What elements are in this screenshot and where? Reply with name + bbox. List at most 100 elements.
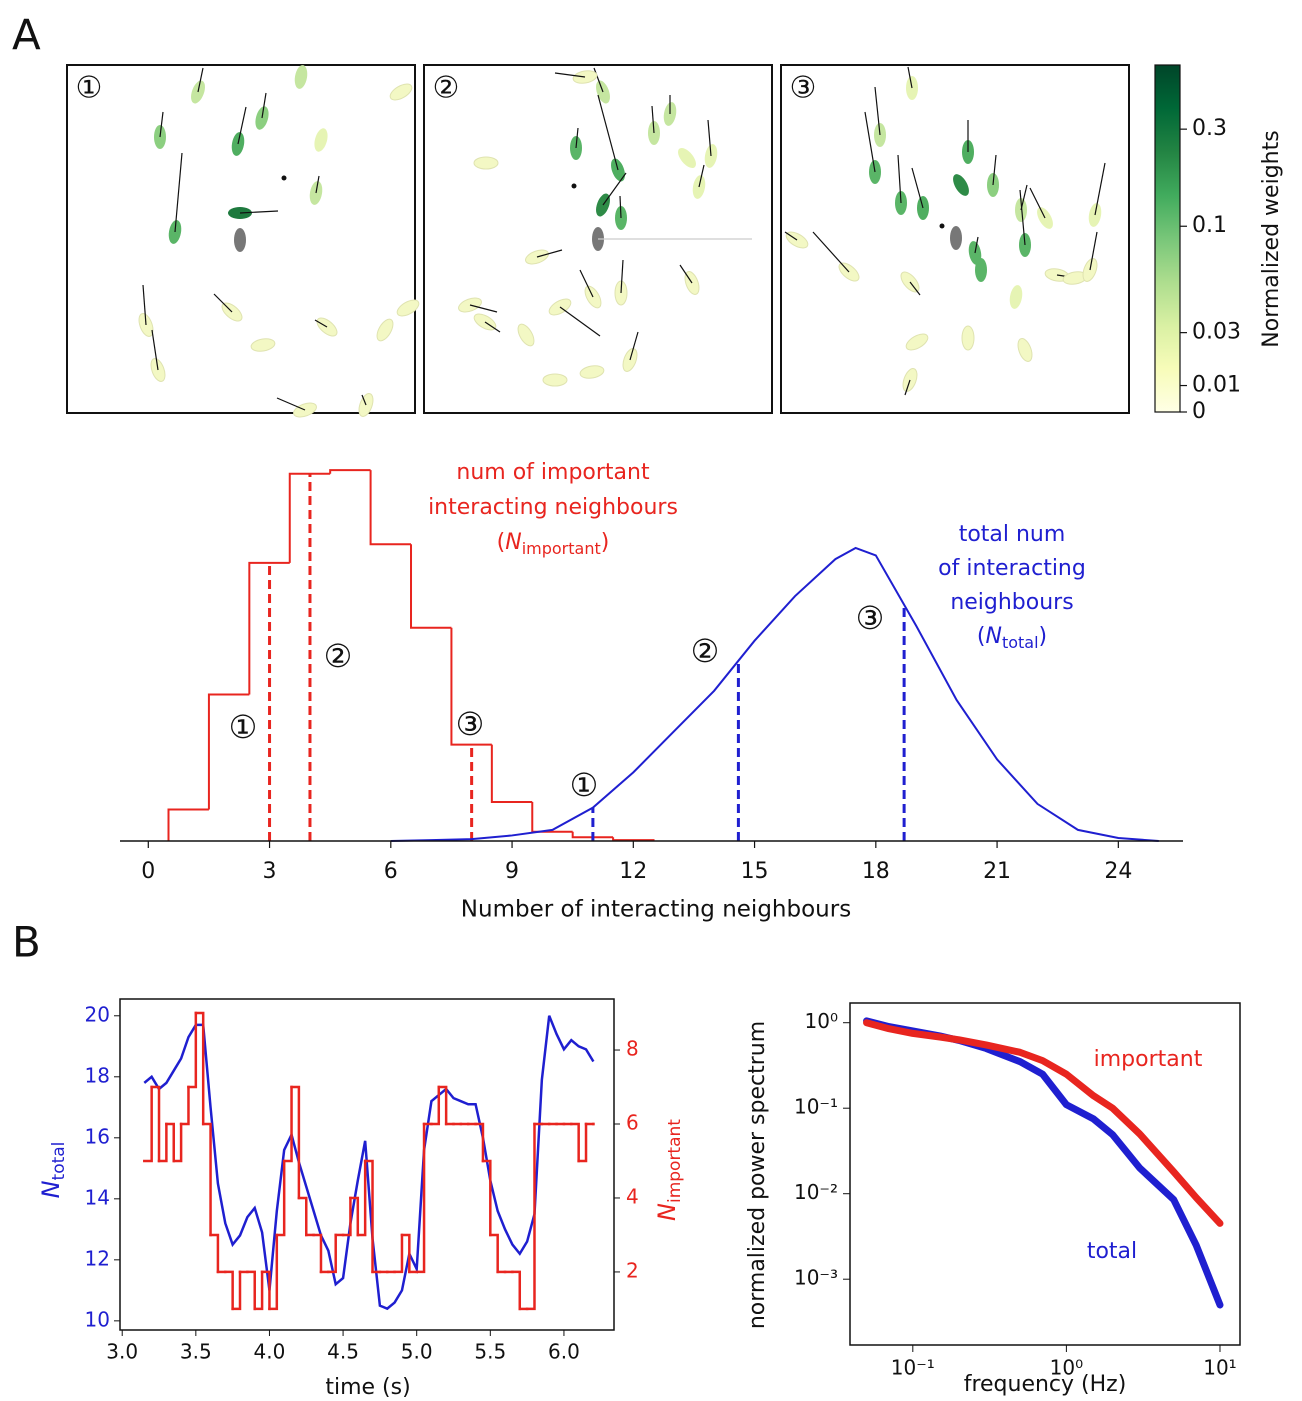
heading-line <box>213 293 233 313</box>
marker-label: ① <box>570 766 599 804</box>
hist-bin <box>410 544 452 629</box>
x-tick-label: 21 <box>983 859 1011 884</box>
step-segment <box>297 1196 308 1237</box>
step-segment <box>489 1233 499 1274</box>
hist-bin <box>207 693 250 810</box>
subscript: important <box>665 1119 685 1203</box>
focal-dot <box>939 223 945 229</box>
heading-line <box>812 231 850 273</box>
marker-label: ② <box>324 637 353 675</box>
heading-line <box>909 281 921 296</box>
hist-bin <box>571 831 614 839</box>
annotation-line: total num <box>959 522 1066 547</box>
heading-line <box>1089 231 1098 271</box>
x-tick-label: 5.0 <box>401 1340 433 1364</box>
fish <box>542 373 568 387</box>
heading-line <box>974 236 979 254</box>
y-tick-label: 20 <box>85 1002 110 1026</box>
hist-line <box>390 546 1159 842</box>
hist-bin <box>450 627 492 746</box>
x-tick-label: 4.0 <box>254 1340 286 1364</box>
hist-bin <box>490 744 533 804</box>
fish <box>579 365 605 379</box>
snapshot-label: ② <box>433 71 460 106</box>
hist-bin <box>531 802 573 833</box>
y-tick-label: 12 <box>85 1246 110 1270</box>
step-segment <box>327 1233 337 1274</box>
fish <box>1009 285 1023 309</box>
x-tick-label: 15 <box>741 859 769 884</box>
heading-line <box>261 92 267 119</box>
heading-line <box>554 72 586 78</box>
fish <box>905 333 929 351</box>
heading-line <box>597 94 619 171</box>
focal-dot <box>281 175 287 181</box>
x-tick-label: 3.5 <box>180 1340 212 1364</box>
x-tick-label: 6 <box>384 859 398 884</box>
heading-line <box>197 67 204 93</box>
x-tick-label: 24 <box>1104 859 1132 884</box>
colorbar-tick-label: 0.1 <box>1192 213 1227 238</box>
step-segment <box>143 1085 153 1163</box>
y2-tick-label: 6 <box>626 1111 639 1135</box>
heading-line <box>698 164 705 188</box>
snapshot-label: ① <box>76 71 103 106</box>
x-tick-label: 4.5 <box>327 1340 359 1364</box>
heading-line <box>593 67 604 93</box>
heading-line <box>602 172 627 206</box>
marker-label: ① <box>229 708 258 746</box>
step-segment <box>430 1085 441 1126</box>
annotation-line: neighbours <box>950 590 1073 615</box>
snapshot-frame <box>423 64 773 414</box>
snapshot-frame <box>66 64 416 414</box>
colorbar <box>1154 64 1181 413</box>
x-tick-label: 10¹ <box>1203 1356 1236 1380</box>
heading-line <box>536 249 563 258</box>
heading-line <box>911 167 924 209</box>
x-tick-label: 0 <box>141 859 155 884</box>
step-segment <box>260 1270 271 1311</box>
colorbar-tick-label: 0 <box>1192 399 1206 424</box>
heading-line <box>784 231 798 241</box>
heading-line <box>904 379 911 396</box>
colorbar-tick-label: 0.3 <box>1192 116 1227 141</box>
subscript: total <box>1002 633 1039 652</box>
heading-line <box>142 284 147 326</box>
step-segment <box>246 1270 256 1311</box>
annotation-line: of interacting <box>938 556 1086 581</box>
step-segment <box>570 1122 580 1163</box>
colorbar-tick-label: 0.03 <box>1192 320 1241 345</box>
fish <box>1017 338 1033 362</box>
fish <box>961 325 975 351</box>
step-segment <box>393 1233 404 1274</box>
step-segment <box>511 1270 522 1311</box>
step-segment <box>577 1122 588 1163</box>
hist-bin <box>329 469 371 474</box>
step-segment <box>253 1270 264 1311</box>
marker-label: ③ <box>456 705 485 743</box>
y-tick-label: 10⁻¹ <box>794 1095 838 1119</box>
fish <box>975 258 987 282</box>
paren: ( <box>497 530 506 555</box>
snapshot-label: ③ <box>790 71 817 106</box>
fish <box>376 318 394 342</box>
step-segment <box>165 1122 175 1163</box>
fish <box>250 338 276 352</box>
y-axis-label: Ntotal <box>37 1142 69 1199</box>
heading-line <box>897 154 902 204</box>
heading-line <box>314 319 328 328</box>
fish <box>473 156 499 170</box>
heading-line <box>361 394 367 406</box>
step-segment <box>282 1085 293 1163</box>
step-segment <box>525 1122 536 1311</box>
x-axis-label: Number of interacting neighbours <box>461 897 851 923</box>
heading-line <box>620 259 624 294</box>
step-segment <box>209 1233 220 1274</box>
heading-line <box>707 119 712 157</box>
step-segment <box>224 1270 234 1311</box>
step-segment <box>157 1122 168 1163</box>
y-tick-label: 16 <box>85 1124 110 1148</box>
heading-line <box>1019 189 1026 246</box>
panel-letter: B <box>12 918 41 967</box>
